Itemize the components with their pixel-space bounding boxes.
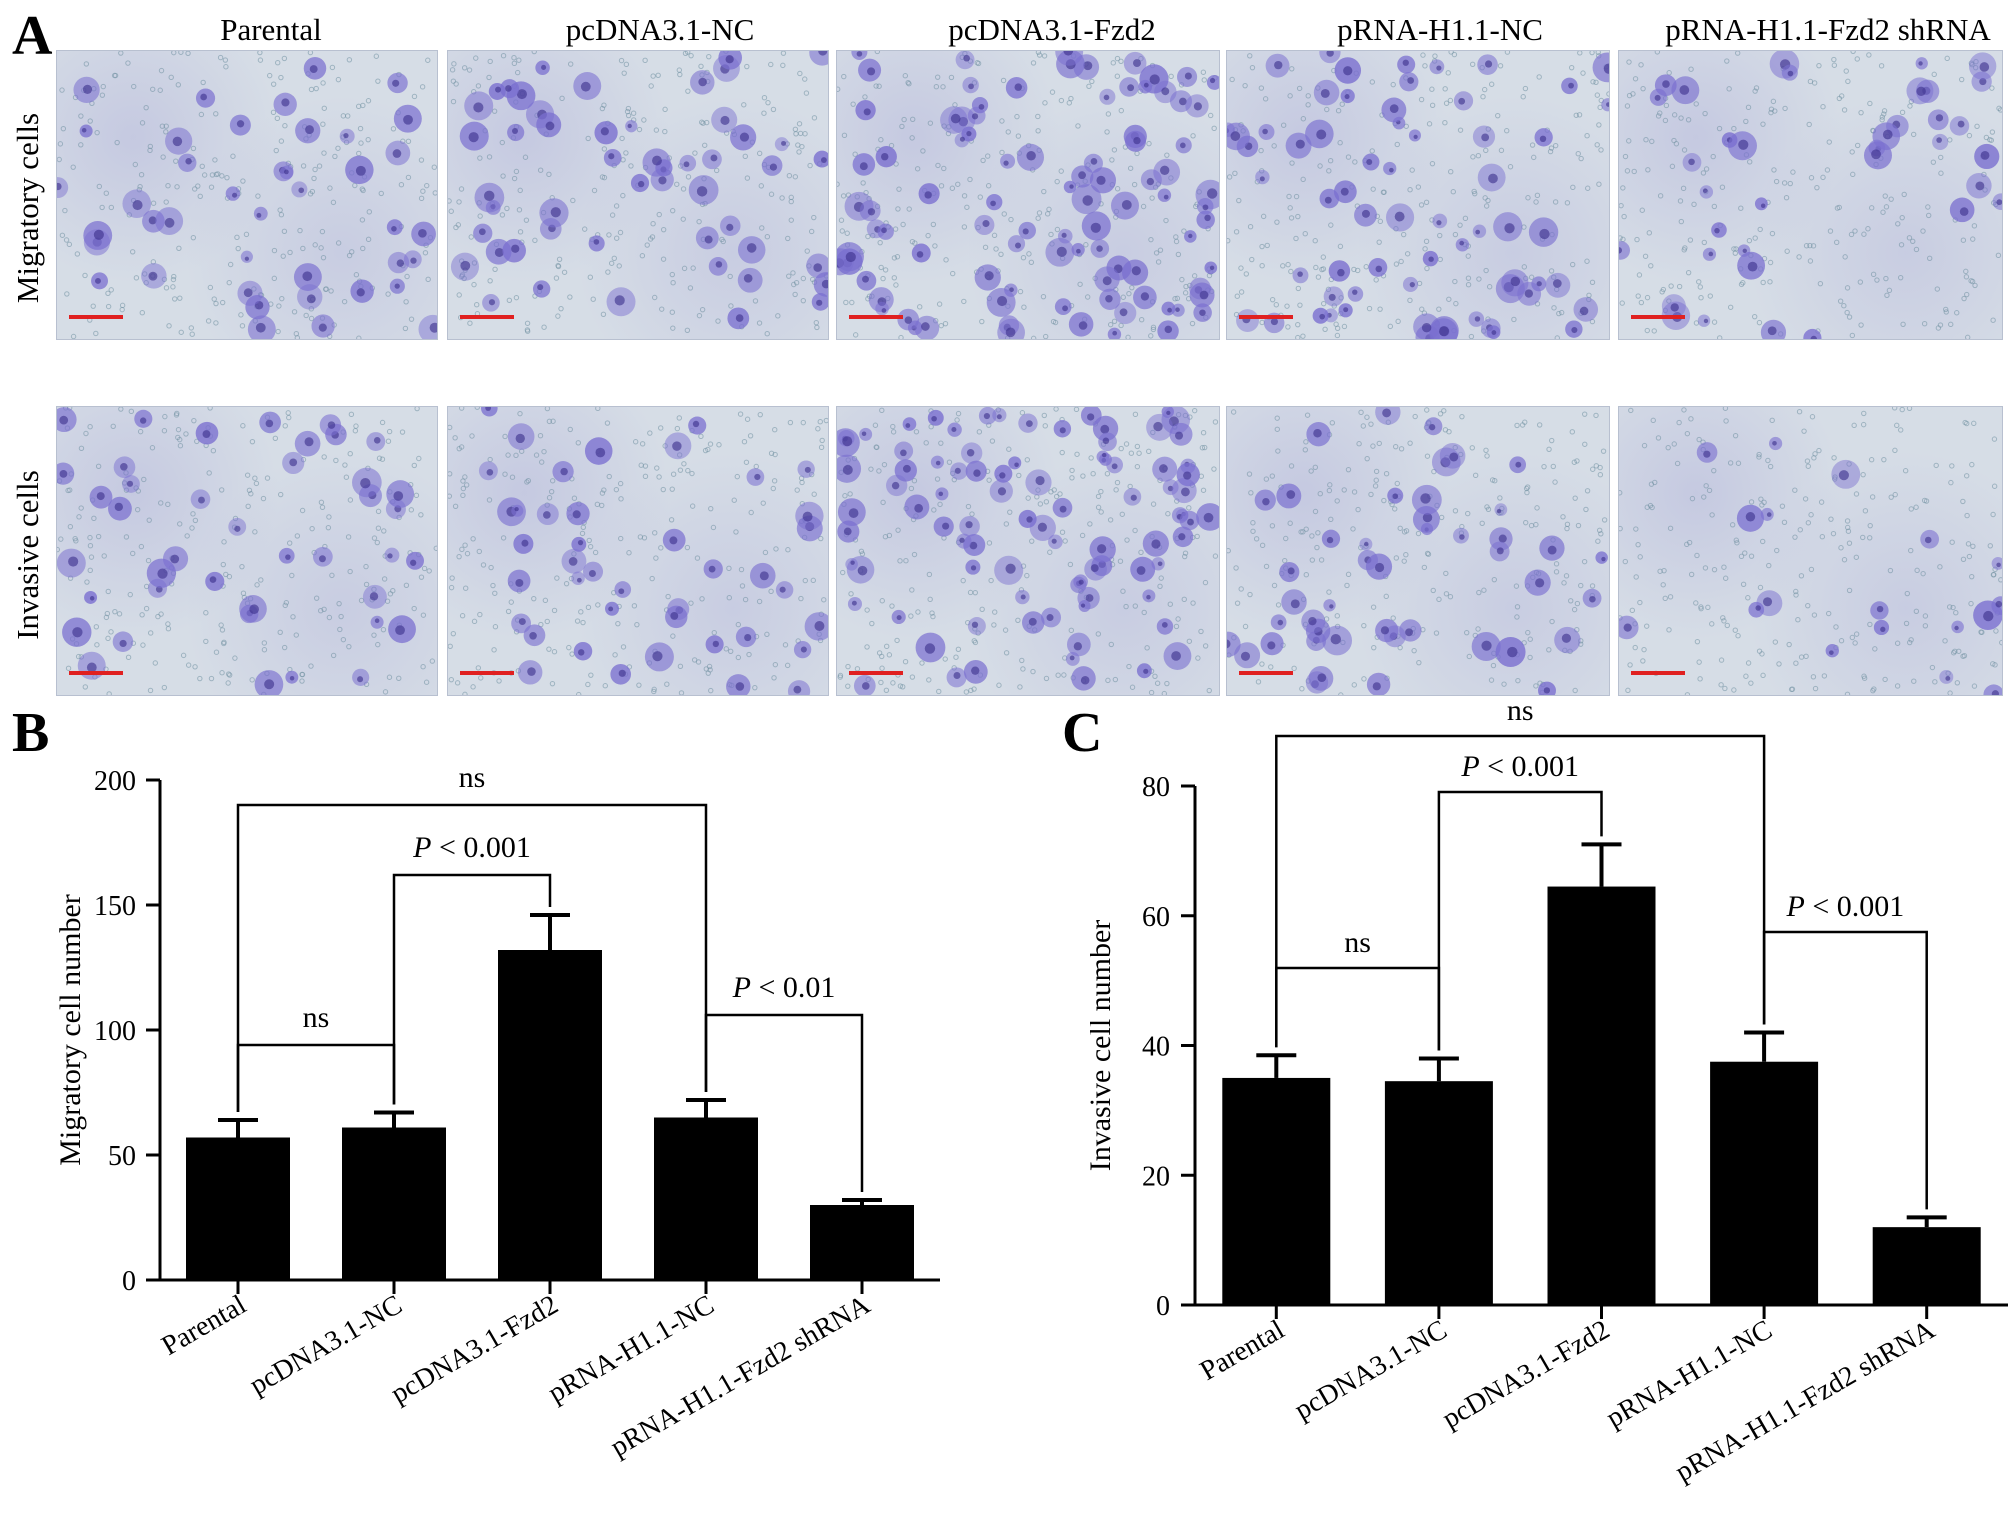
- chart-c-significance-label: P < 0.001: [1460, 750, 1579, 783]
- micrograph-invasive-4: [1226, 406, 1610, 696]
- chart-b-category-label: Parental: [157, 1289, 252, 1362]
- column-header-pcdna-nc: pcDNA3.1-NC: [565, 12, 755, 47]
- column-header-prna-nc: pRNA-H1.1-NC: [1337, 12, 1543, 47]
- micrograph-invasive-1: [56, 406, 438, 696]
- chart-c-significance-label: ns: [1344, 926, 1371, 959]
- chart-migratory: 0 50 100 150 200 Migratory cell number Parenta…: [54, 761, 940, 1463]
- chart-b-significance-label: P < 0.001: [412, 831, 531, 864]
- chart-c-y-tick-label: 20: [1142, 1161, 1170, 1192]
- chart-c-significance-label: P < 0.001: [1786, 890, 1905, 923]
- micrograph-invasive-3: [836, 406, 1220, 696]
- chart-b-significance-label: ns: [459, 761, 486, 794]
- chart-c-bar: [1384, 1081, 1493, 1305]
- row-header-migratory: Migratory cells: [10, 112, 45, 304]
- chart-b-y-tick-label: 50: [108, 1141, 136, 1172]
- micrograph-migratory-4: [1226, 50, 1610, 340]
- micrograph-migratory-3: [836, 50, 1220, 340]
- panel-label-a: A: [12, 5, 53, 67]
- chart-c-category-label: pcDNA3.1-NC: [1289, 1314, 1452, 1426]
- chart-c-significance-bracket: [1275, 966, 1441, 1051]
- chart-b-significance-bracket: [392, 873, 552, 1105]
- chart-b-significance-label: P < 0.01: [732, 971, 836, 1004]
- column-header-parental: Parental: [220, 12, 322, 47]
- column-header-prna-shrna: pRNA-H1.1-Fzd2 shRNA: [1665, 12, 1991, 47]
- chart-c-significance-bracket: [1762, 930, 1928, 1210]
- chart-c-y-label: Invasive cell number: [1090, 920, 1117, 1172]
- chart-b-significance-bracket: [236, 803, 708, 1112]
- micrograph-invasive-5: [1618, 406, 2003, 696]
- chart-b-significance-bracket: [236, 1043, 396, 1112]
- chart-c-significance-label: ns: [1507, 700, 1534, 727]
- micrograph-migratory-5: [1618, 50, 2003, 340]
- chart-b-significance-label: ns: [303, 1001, 330, 1034]
- chart-b-bar: [498, 950, 602, 1280]
- chart-b-significance-bracket: [704, 1013, 864, 1192]
- chart-b-y-tick-label: 150: [94, 891, 136, 922]
- chart-c-y-tick-label: 80: [1142, 772, 1170, 803]
- row-header-invasive: Invasive cells: [10, 470, 45, 640]
- micrograph-invasive-2: [447, 406, 829, 696]
- chart-c-y-tick-label: 40: [1142, 1032, 1170, 1063]
- chart-b-y-tick-label: 0: [122, 1266, 136, 1297]
- micrograph-migratory-1: [56, 50, 438, 340]
- chart-b-bar: [654, 1117, 758, 1280]
- chart-c-bar: [1872, 1227, 1981, 1305]
- chart-c-category-label: pcDNA3.1-Fzd2: [1437, 1314, 1615, 1435]
- chart-b-y-tick-label: 100: [94, 1016, 136, 1047]
- chart-c-y-tick-label: 0: [1156, 1291, 1170, 1322]
- chart-b-category-label: pcDNA3.1-NC: [245, 1289, 408, 1401]
- chart-b-bar: [810, 1205, 914, 1280]
- chart-c-significance-bracket: [1437, 790, 1603, 1051]
- chart-c-category-label: pRNA-H1.1-Fzd2 shRNA: [1670, 1314, 1941, 1488]
- chart-b-y-tick-label: 200: [94, 766, 136, 797]
- chart-b-bar: [186, 1137, 290, 1280]
- panel-label-c: C: [1062, 702, 1103, 764]
- micrograph-migratory-2: [447, 50, 829, 340]
- panel-label-b: B: [12, 702, 50, 764]
- chart-c-bar: [1222, 1077, 1331, 1305]
- chart-c-y-tick-label: 60: [1142, 902, 1170, 933]
- chart-b-category-label: pRNA-H1.1-Fzd2 shRNA: [605, 1289, 876, 1463]
- chart-b-bar: [342, 1127, 446, 1280]
- chart-b-category-label: pcDNA3.1-Fzd2: [386, 1289, 564, 1410]
- chart-c-category-label: Parental: [1195, 1314, 1290, 1387]
- column-header-pcdna-fzd2: pcDNA3.1-Fzd2: [948, 12, 1156, 47]
- chart-c-significance-bracket: [1275, 734, 1766, 1048]
- chart-c-bar: [1710, 1061, 1819, 1305]
- chart-b-y-label: Migratory cell number: [54, 894, 87, 1166]
- chart-c-bar: [1547, 886, 1656, 1305]
